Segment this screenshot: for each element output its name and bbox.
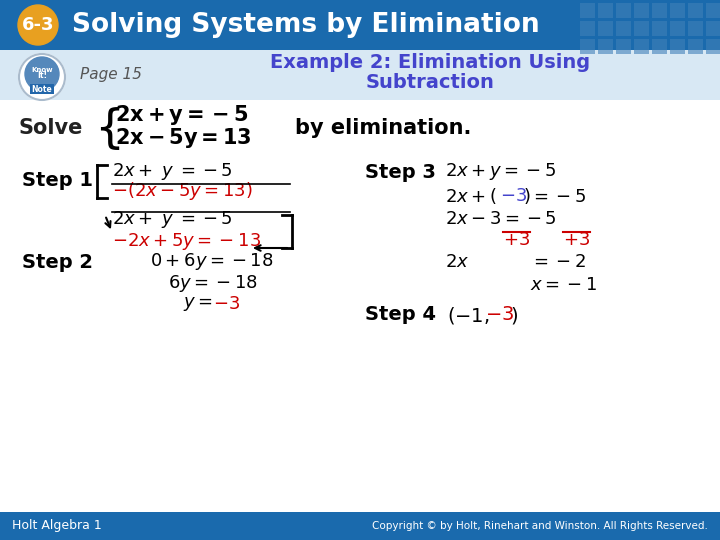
Text: $x = -1$: $x = -1$: [530, 276, 597, 294]
Bar: [706, 3, 720, 18]
Text: 6-3: 6-3: [22, 16, 54, 34]
Bar: [580, 3, 595, 18]
Text: Solving Systems by Elimination: Solving Systems by Elimination: [72, 12, 539, 38]
Bar: [652, 21, 667, 36]
Bar: [634, 39, 649, 54]
Text: $+3$: $+3$: [563, 231, 590, 249]
Text: $2x + y = -5$: $2x + y = -5$: [445, 161, 556, 183]
Bar: [670, 21, 685, 36]
Text: Step 2: Step 2: [22, 253, 93, 272]
Bar: [598, 39, 613, 54]
Bar: [706, 21, 720, 36]
Bar: [670, 3, 685, 18]
Text: $\mathbf{2x - 5y = 13}$: $\mathbf{2x - 5y = 13}$: [115, 126, 252, 150]
Bar: [706, 39, 720, 54]
Text: $2x + \; y \; = -5$: $2x + \; y \; = -5$: [112, 210, 233, 231]
Text: $(-1,$: $(-1,$: [447, 305, 490, 326]
Text: $2x - 3 = -5$: $2x - 3 = -5$: [445, 210, 557, 228]
Bar: [688, 21, 703, 36]
Text: $= -2$: $= -2$: [530, 253, 586, 271]
Text: Page 15: Page 15: [80, 68, 142, 83]
Bar: [0, 512, 720, 540]
Circle shape: [19, 54, 65, 100]
Text: $+3$: $+3$: [503, 231, 530, 249]
Bar: [688, 3, 703, 18]
Bar: [598, 21, 613, 36]
Text: $-2x + 5y = -13$: $-2x + 5y = -13$: [112, 231, 261, 252]
Text: Holt Algebra 1: Holt Algebra 1: [12, 519, 102, 532]
Text: $2x$: $2x$: [445, 253, 469, 271]
Text: Note: Note: [32, 84, 53, 93]
Text: Example 2: Elimination Using: Example 2: Elimination Using: [270, 53, 590, 72]
Text: $6y = -18$: $6y = -18$: [168, 273, 258, 294]
Bar: [634, 21, 649, 36]
Text: Step 3: Step 3: [365, 163, 436, 181]
Bar: [598, 3, 613, 18]
Text: $) = -5$: $) = -5$: [523, 186, 586, 206]
Bar: [670, 39, 685, 54]
Bar: [580, 39, 595, 54]
Text: $\{$: $\{$: [94, 105, 120, 152]
Bar: [616, 21, 631, 36]
Text: $\mathbf{2x + y = -5}$: $\mathbf{2x + y = -5}$: [115, 103, 248, 127]
Bar: [616, 3, 631, 18]
Bar: [652, 3, 667, 18]
Text: Step 1: Step 1: [22, 171, 93, 190]
Text: $-3$: $-3$: [485, 306, 514, 325]
Text: $-3$: $-3$: [500, 187, 527, 205]
Bar: [580, 21, 595, 36]
Text: by elimination.: by elimination.: [295, 118, 472, 138]
Text: $-(2x - 5y = 13)$: $-(2x - 5y = 13)$: [112, 180, 253, 202]
Text: Step 4: Step 4: [365, 306, 436, 325]
Text: $2x + \; y \; = -5$: $2x + \; y \; = -5$: [112, 161, 233, 183]
Bar: [634, 3, 649, 18]
Text: It!: It!: [37, 71, 47, 80]
Bar: [652, 39, 667, 54]
Text: $2x + ($: $2x + ($: [445, 186, 497, 206]
Text: $0 + 6y = -18$: $0 + 6y = -18$: [150, 252, 274, 273]
Bar: [0, 0, 720, 50]
Bar: [688, 39, 703, 54]
Text: Subtraction: Subtraction: [366, 73, 495, 92]
Circle shape: [18, 5, 58, 45]
Bar: [616, 39, 631, 54]
Bar: [30, 84, 54, 94]
Text: $)$: $)$: [510, 305, 518, 326]
Circle shape: [25, 57, 59, 91]
Text: Copyright © by Holt, Rinehart and Winston. All Rights Reserved.: Copyright © by Holt, Rinehart and Winsto…: [372, 521, 708, 531]
Text: $y = $: $y = $: [183, 295, 212, 313]
Text: Solve: Solve: [18, 118, 82, 138]
Bar: [0, 50, 720, 100]
Text: $-3$: $-3$: [213, 295, 240, 313]
Text: Know: Know: [31, 67, 53, 73]
